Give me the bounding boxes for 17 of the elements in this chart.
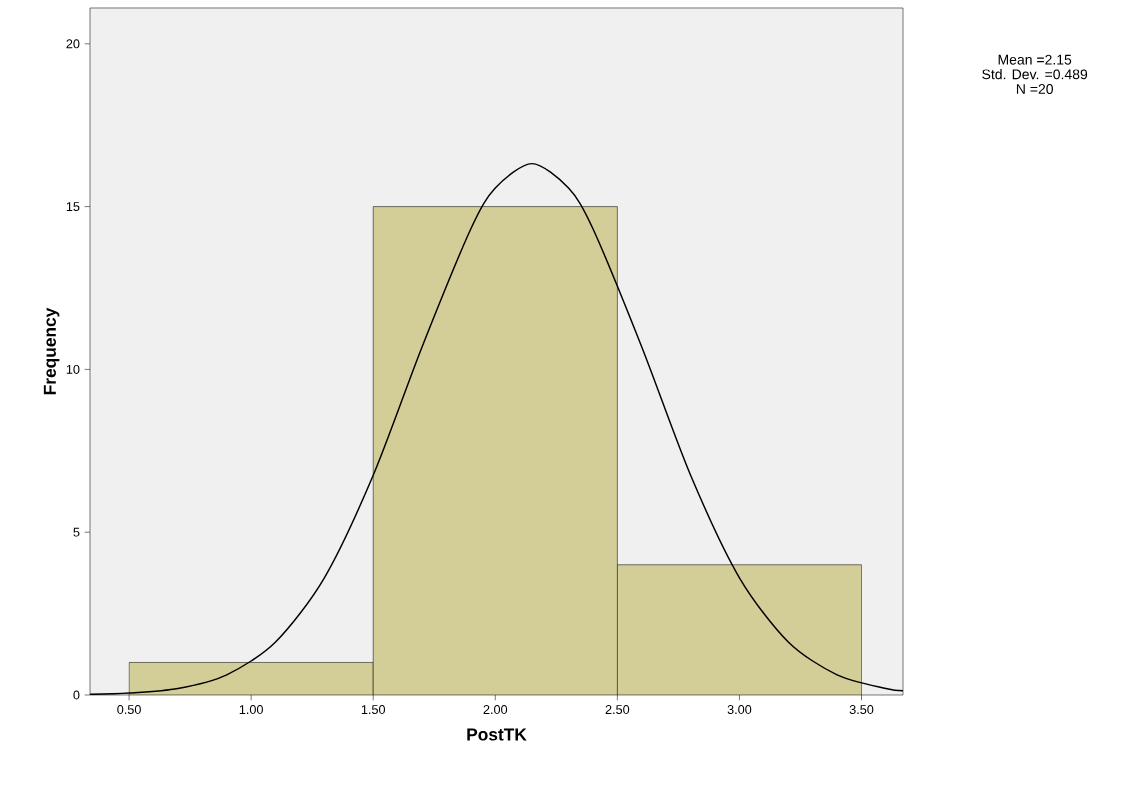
x-tick-label: 1.50 (361, 705, 386, 715)
y-tick-label: 10 (66, 364, 80, 374)
y-tick-label: 15 (66, 202, 80, 212)
text: N =20 (1016, 84, 1053, 94)
x-axis-title: PostTK (467, 728, 527, 741)
x-tick-label: 0.50 (117, 705, 141, 715)
text: Std. Dev. =0.489 (982, 69, 1088, 80)
x-tick-label: 2.50 (605, 705, 630, 715)
y-tick-label: 5 (73, 527, 80, 537)
text: Mean =2.15 (998, 54, 1072, 65)
x-tick-label: 3.50 (849, 705, 874, 715)
y-tick-label: 20 (66, 39, 80, 49)
y-axis-title: Frequency (43, 307, 60, 395)
x-tick-label: 1.00 (239, 705, 263, 715)
x-tick-label: 2.00 (483, 705, 508, 715)
x-tick-label: 3.00 (727, 705, 752, 715)
y-tick-label: 0 (73, 690, 80, 700)
